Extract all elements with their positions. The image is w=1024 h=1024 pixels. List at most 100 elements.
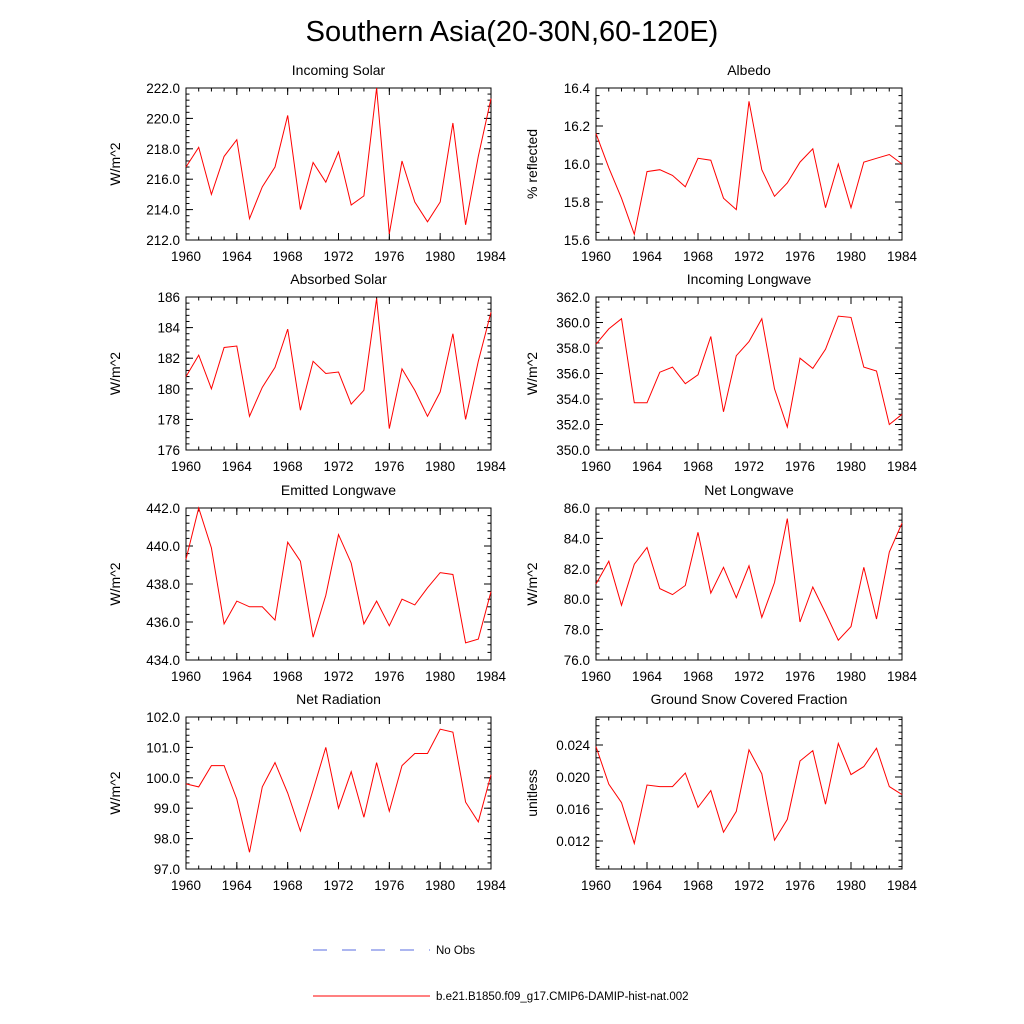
x-tick-label: 1984 (887, 878, 918, 893)
y-tick-label: 97.0 (154, 862, 180, 877)
y-tick-label: 212.0 (146, 233, 180, 248)
y-tick-label: 101.0 (146, 740, 180, 755)
y-tick-label: 16.0 (564, 157, 590, 172)
x-tick-label: 1984 (887, 249, 918, 264)
x-tick-label: 1984 (476, 459, 507, 474)
y-tick-label: 352.0 (556, 418, 590, 433)
series-line (595, 101, 903, 237)
legend: No Obs b.e21.B1850.f09_g17.CMIP6-DAMIP-h… (313, 945, 689, 1003)
panel-net-longwave: 1960 1964 1968 1972 1976 1980 1984 76.0 78.0 80.0… (524, 482, 918, 684)
y-axis-label: W/m^2 (107, 352, 123, 395)
y-tick-label: 98.0 (154, 832, 180, 847)
y-tick-label: 438.0 (146, 577, 180, 592)
x-tick-label: 1980 (836, 669, 866, 684)
y-tick-label: 186 (157, 290, 180, 305)
y-tick-label: 354.0 (556, 392, 590, 407)
x-tick-label: 1960 (581, 249, 611, 264)
x-tick-label: 1980 (836, 878, 866, 893)
x-tick-label: 1980 (425, 878, 455, 893)
y-tick-label: 360.0 (556, 316, 590, 331)
plot-frame (185, 296, 492, 451)
minor-ticks (595, 717, 903, 869)
y-tick-label: 356.0 (556, 367, 590, 382)
x-tick-label: 1968 (683, 459, 713, 474)
y-tick-label: 16.2 (564, 119, 590, 134)
x-tick-label: 1960 (171, 669, 201, 684)
minor-ticks (185, 507, 492, 661)
minor-ticks (595, 507, 903, 661)
y-tick-label: 434.0 (146, 653, 180, 668)
x-tick-label: 1964 (632, 669, 663, 684)
y-tick-label: 358.0 (556, 341, 590, 356)
series-line (185, 506, 492, 644)
x-tick-label: 1976 (374, 249, 404, 264)
y-axis-label: W/m^2 (524, 562, 540, 605)
series-line (595, 518, 903, 642)
panel-title: Incoming Longwave (687, 271, 812, 287)
y-tick-label: 178 (157, 412, 180, 427)
y-tick-label: 100.0 (146, 771, 180, 786)
x-tick-label: 1972 (323, 249, 353, 264)
y-tick-label: 0.016 (556, 802, 590, 817)
x-tick-label: 1984 (476, 878, 507, 893)
x-tick-label: 1984 (476, 249, 507, 264)
x-tick-label: 1964 (222, 249, 253, 264)
x-tick-label: 1964 (632, 878, 663, 893)
y-tick-label: 80.0 (564, 592, 590, 607)
y-tick-label: 86.0 (564, 501, 590, 516)
x-tick-label: 1960 (171, 459, 201, 474)
panels: 1960 1964 1968 1972 1976 1980 1984 212.0 214.0 21… (107, 62, 918, 893)
plot-frame (185, 507, 492, 661)
x-tick-label: 1968 (273, 249, 303, 264)
x-tick-label: 1976 (785, 459, 815, 474)
minor-ticks (595, 87, 903, 241)
plot-frame (185, 87, 492, 241)
panel-absorbed-solar: 1960 1964 1968 1972 1976 1980 1984 176 178 180 182… (107, 271, 507, 474)
y-tick-label: 220.0 (146, 111, 180, 126)
x-tick-label: 1972 (734, 459, 764, 474)
y-tick-label: 0.012 (556, 834, 590, 849)
legend-label-model-run: b.e21.B1850.f09_g17.CMIP6-DAMIP-hist-nat… (436, 991, 689, 1003)
y-tick-label: 0.024 (556, 738, 590, 753)
panel-albedo: 1960 1964 1968 1972 1976 1980 1984 15.6 15.8 16.0… (524, 62, 918, 264)
panel-incoming-solar: 1960 1964 1968 1972 1976 1980 1984 212.0 214.0 21… (107, 62, 507, 264)
x-tick-label: 1972 (323, 669, 353, 684)
series-line (185, 728, 492, 853)
x-tick-label: 1980 (836, 249, 866, 264)
y-tick-label: 76.0 (564, 653, 590, 668)
y-axis-label: W/m^2 (107, 562, 123, 605)
plot-frame (595, 716, 903, 870)
x-tick-label: 1964 (222, 878, 253, 893)
x-tick-label: 1960 (581, 459, 611, 474)
x-tick-label: 1972 (323, 878, 353, 893)
y-axis-label: W/m^2 (524, 352, 540, 395)
y-axis-label: % reflected (524, 129, 540, 199)
y-tick-label: 180 (157, 382, 180, 397)
y-tick-label: 436.0 (146, 615, 180, 630)
y-tick-label: 0.020 (556, 770, 590, 785)
x-tick-label: 1960 (171, 249, 201, 264)
x-tick-label: 1980 (425, 249, 455, 264)
y-tick-label: 182 (157, 351, 180, 366)
y-tick-label: 350.0 (556, 443, 590, 458)
y-tick-label: 15.8 (564, 195, 590, 210)
x-tick-label: 1964 (632, 459, 663, 474)
y-tick-label: 84.0 (564, 531, 590, 546)
x-tick-label: 1984 (476, 669, 507, 684)
panel-title: Net Radiation (296, 691, 381, 707)
x-tick-label: 1968 (273, 878, 303, 893)
x-tick-label: 1968 (683, 669, 713, 684)
x-tick-label: 1968 (273, 459, 303, 474)
y-tick-label: 82.0 (564, 562, 590, 577)
y-tick-label: 176 (157, 443, 180, 458)
minor-ticks (185, 87, 492, 241)
y-tick-label: 16.4 (564, 81, 591, 96)
x-tick-label: 1976 (785, 669, 815, 684)
y-tick-label: 15.6 (564, 233, 590, 248)
x-tick-label: 1964 (632, 249, 663, 264)
plot-frame (595, 296, 903, 451)
panel-emitted-longwave: 1960 1964 1968 1972 1976 1980 1984 434.0 436.0 43… (107, 482, 507, 684)
y-tick-label: 102.0 (146, 710, 180, 725)
x-tick-label: 1960 (171, 878, 201, 893)
panel-net-radiation: 1960 1964 1968 1972 1976 1980 1984 97.0 98.0 99.0… (107, 691, 507, 893)
